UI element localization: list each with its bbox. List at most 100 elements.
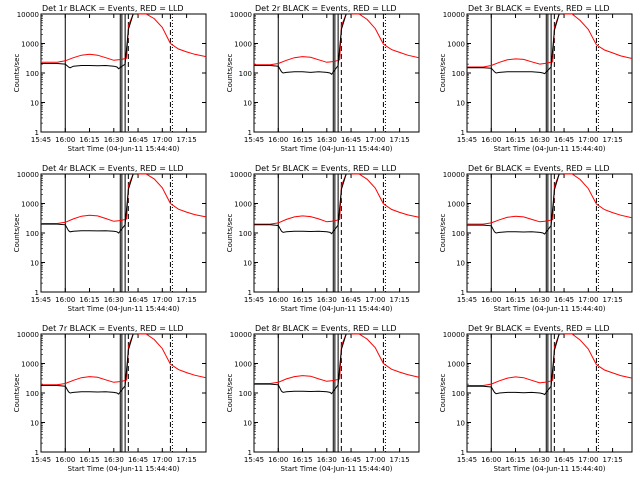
x-axis-label: Start Time (04-Jun-11 15:44:40) — [281, 465, 393, 473]
y-tick-label: 100 — [26, 70, 39, 78]
x-tick-label: 16:15 — [292, 296, 312, 304]
series-line-lld — [254, 334, 419, 384]
y-axis-label: Counts/sec — [226, 54, 234, 93]
y-tick-label: 1 — [461, 129, 465, 137]
x-axis-label: Start Time (04-Jun-11 15:44:40) — [494, 465, 606, 473]
y-tick-label: 10000 — [230, 331, 252, 339]
y-axis-label: Counts/sec — [439, 214, 447, 253]
x-tick-label: 15:45 — [244, 296, 264, 304]
panel-title: Det 3r BLACK = Events, RED = LLD — [468, 4, 610, 13]
y-tick-label: 10000 — [443, 171, 465, 179]
x-tick-label: 15:45 — [457, 456, 477, 464]
x-tick-label: 17:15 — [176, 456, 196, 464]
x-tick-label: 17:00 — [365, 136, 385, 144]
x-tick-label: 16:30 — [317, 456, 337, 464]
y-tick-label: 100 — [452, 70, 465, 78]
panel-title: Det 5r BLACK = Events, RED = LLD — [255, 164, 397, 173]
x-tick-label: 16:00 — [268, 296, 288, 304]
y-tick-label: 1 — [248, 449, 252, 457]
x-tick-label: 16:15 — [79, 456, 99, 464]
y-tick-label: 10 — [30, 420, 39, 428]
y-tick-label: 10 — [30, 100, 39, 108]
series-line-lld — [41, 334, 206, 386]
x-tick-label: 17:00 — [152, 456, 172, 464]
y-tick-label: 1 — [461, 449, 465, 457]
detector-panel-8: Det 8r BLACK = Events, RED = LLD 1 10 100 10… — [226, 324, 420, 473]
y-tick-label: 10000 — [17, 331, 39, 339]
y-tick-label: 10000 — [443, 11, 465, 19]
series-line-events — [467, 174, 565, 235]
series-line-lld — [41, 14, 206, 63]
series-line-events — [254, 14, 352, 76]
y-tick-label: 10 — [456, 260, 465, 268]
x-tick-label: 16:30 — [104, 136, 124, 144]
series-line-lld — [467, 14, 632, 68]
y-axis-label: Counts/sec — [13, 374, 21, 413]
panel-title: Det 9r BLACK = Events, RED = LLD — [468, 324, 610, 333]
panel-title: Det 2r BLACK = Events, RED = LLD — [255, 4, 397, 13]
x-tick-label: 17:15 — [389, 136, 409, 144]
x-tick-label: 16:30 — [317, 136, 337, 144]
y-tick-label: 10000 — [17, 171, 39, 179]
x-tick-label: 16:45 — [554, 456, 574, 464]
y-tick-label: 1000 — [234, 361, 252, 369]
detector-panel-1: Det 1r BLACK = Events, RED = LLD 1 10 100 10… — [13, 4, 207, 153]
x-tick-label: 15:45 — [31, 296, 51, 304]
x-tick-label: 16:00 — [268, 136, 288, 144]
y-axis-label: Counts/sec — [439, 374, 447, 413]
x-tick-label: 17:15 — [389, 296, 409, 304]
x-tick-label: 17:15 — [176, 296, 196, 304]
y-tick-label: 10000 — [230, 11, 252, 19]
y-tick-label: 1000 — [447, 41, 465, 49]
series-line-events — [254, 174, 352, 235]
series-line-events — [467, 14, 565, 75]
y-tick-label: 100 — [26, 390, 39, 398]
y-tick-label: 1 — [461, 289, 465, 297]
x-tick-label: 16:30 — [530, 136, 550, 144]
x-tick-label: 15:45 — [31, 456, 51, 464]
y-tick-label: 1 — [35, 289, 39, 297]
panel-title: Det 1r BLACK = Events, RED = LLD — [42, 4, 184, 13]
x-tick-label: 16:45 — [128, 296, 148, 304]
y-tick-label: 1000 — [447, 361, 465, 369]
detector-panel-7: Det 7r BLACK = Events, RED = LLD 1 10 100 10… — [13, 324, 207, 473]
x-tick-label: 17:15 — [602, 296, 622, 304]
x-tick-label: 16:15 — [79, 136, 99, 144]
detector-panel-2: Det 2r BLACK = Events, RED = LLD 1 10 100 10… — [226, 4, 420, 153]
x-tick-label: 15:45 — [31, 136, 51, 144]
series-line-events — [41, 14, 139, 70]
series-line-lld — [254, 174, 419, 225]
x-tick-label: 16:30 — [530, 296, 550, 304]
panel-title: Det 6r BLACK = Events, RED = LLD — [468, 164, 610, 173]
x-tick-label: 16:15 — [505, 296, 525, 304]
y-tick-label: 100 — [239, 230, 252, 238]
x-tick-label: 16:45 — [128, 136, 148, 144]
series-line-lld — [41, 174, 206, 224]
x-tick-label: 16:45 — [341, 136, 361, 144]
y-tick-label: 1000 — [234, 41, 252, 49]
y-tick-label: 10 — [456, 100, 465, 108]
series-line-lld — [467, 334, 632, 386]
x-tick-label: 15:45 — [457, 296, 477, 304]
y-tick-label: 1000 — [21, 201, 39, 209]
y-tick-label: 1000 — [234, 201, 252, 209]
y-tick-label: 10 — [243, 260, 252, 268]
y-tick-label: 1 — [35, 449, 39, 457]
x-tick-label: 17:00 — [578, 456, 598, 464]
x-axis-label: Start Time (04-Jun-11 15:44:40) — [494, 145, 606, 153]
series-line-events — [41, 174, 139, 234]
detector-panel-6: Det 6r BLACK = Events, RED = LLD 1 10 100 10… — [439, 164, 633, 313]
x-tick-label: 16:00 — [55, 296, 75, 304]
y-tick-label: 100 — [239, 70, 252, 78]
y-axis-label: Counts/sec — [13, 54, 21, 93]
detector-panel-3: Det 3r BLACK = Events, RED = LLD 1 10 100 10… — [439, 4, 633, 153]
x-tick-label: 16:30 — [104, 456, 124, 464]
x-tick-label: 15:45 — [244, 136, 264, 144]
y-tick-label: 10 — [243, 420, 252, 428]
y-tick-label: 1 — [35, 129, 39, 137]
y-tick-label: 100 — [26, 230, 39, 238]
x-tick-label: 16:00 — [55, 136, 75, 144]
x-axis-label: Start Time (04-Jun-11 15:44:40) — [281, 145, 393, 153]
y-tick-label: 10000 — [230, 171, 252, 179]
